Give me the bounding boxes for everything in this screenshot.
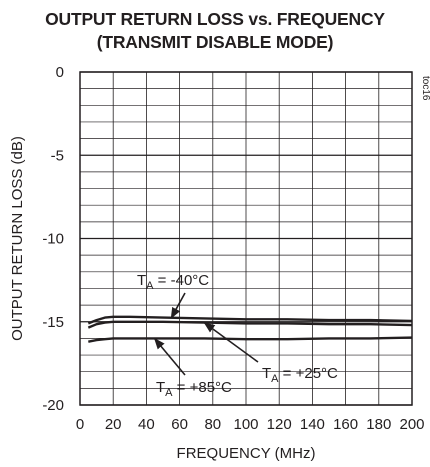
plot-frame: [79, 71, 413, 406]
series-line-0: [87, 315, 413, 325]
grid: [79, 71, 413, 406]
annotation-label: TA = +85°C: [156, 379, 232, 399]
annotations: TA = -40°C TA = +25°C TA = +85°C: [137, 272, 338, 399]
x-tick-label: 20: [105, 416, 122, 433]
annotation-label: TA = -40°C: [137, 272, 209, 292]
annotation-label: TA = +25°C: [262, 365, 338, 385]
x-tick-label: 60: [171, 416, 188, 433]
x-tick-label: 140: [300, 416, 325, 433]
annotation-arrow: [203, 322, 259, 363]
y-tick-label: -5: [51, 147, 64, 164]
figure-code: toc16: [420, 76, 430, 101]
annotation-arrow: [170, 292, 186, 319]
y-tick-label: 0: [56, 64, 64, 81]
chart-title: OUTPUT RETURN LOSS vs. FREQUENCY: [45, 9, 385, 29]
x-tick-label: 160: [333, 416, 358, 433]
x-tick-label: 200: [399, 416, 424, 433]
y-tick-label: -15: [42, 314, 64, 331]
series-line-1: [87, 320, 413, 329]
x-tick-label: 0: [76, 416, 84, 433]
series-lines: [87, 315, 413, 343]
y-tick-label: -10: [42, 231, 64, 248]
series-line-2: [88, 336, 413, 343]
y-tick-label: -20: [42, 397, 64, 414]
x-tick-label: 120: [267, 416, 292, 433]
x-tick-label: 180: [366, 416, 391, 433]
x-tick-label: 80: [204, 416, 221, 433]
chart-subtitle: (TRANSMIT DISABLE MODE): [96, 32, 334, 52]
annotation-arrow: [153, 337, 186, 376]
x-tick-label: 100: [233, 416, 258, 433]
tick-labels: 0 20 40 60 80 100 120 140 160 180 200 0 -5 -10 -15 -20: [42, 64, 424, 433]
y-axis-label: OUTPUT RETURN LOSS (dB): [9, 136, 26, 341]
x-axis-label: FREQUENCY (MHz): [177, 445, 316, 462]
x-tick-label: 40: [138, 416, 155, 433]
